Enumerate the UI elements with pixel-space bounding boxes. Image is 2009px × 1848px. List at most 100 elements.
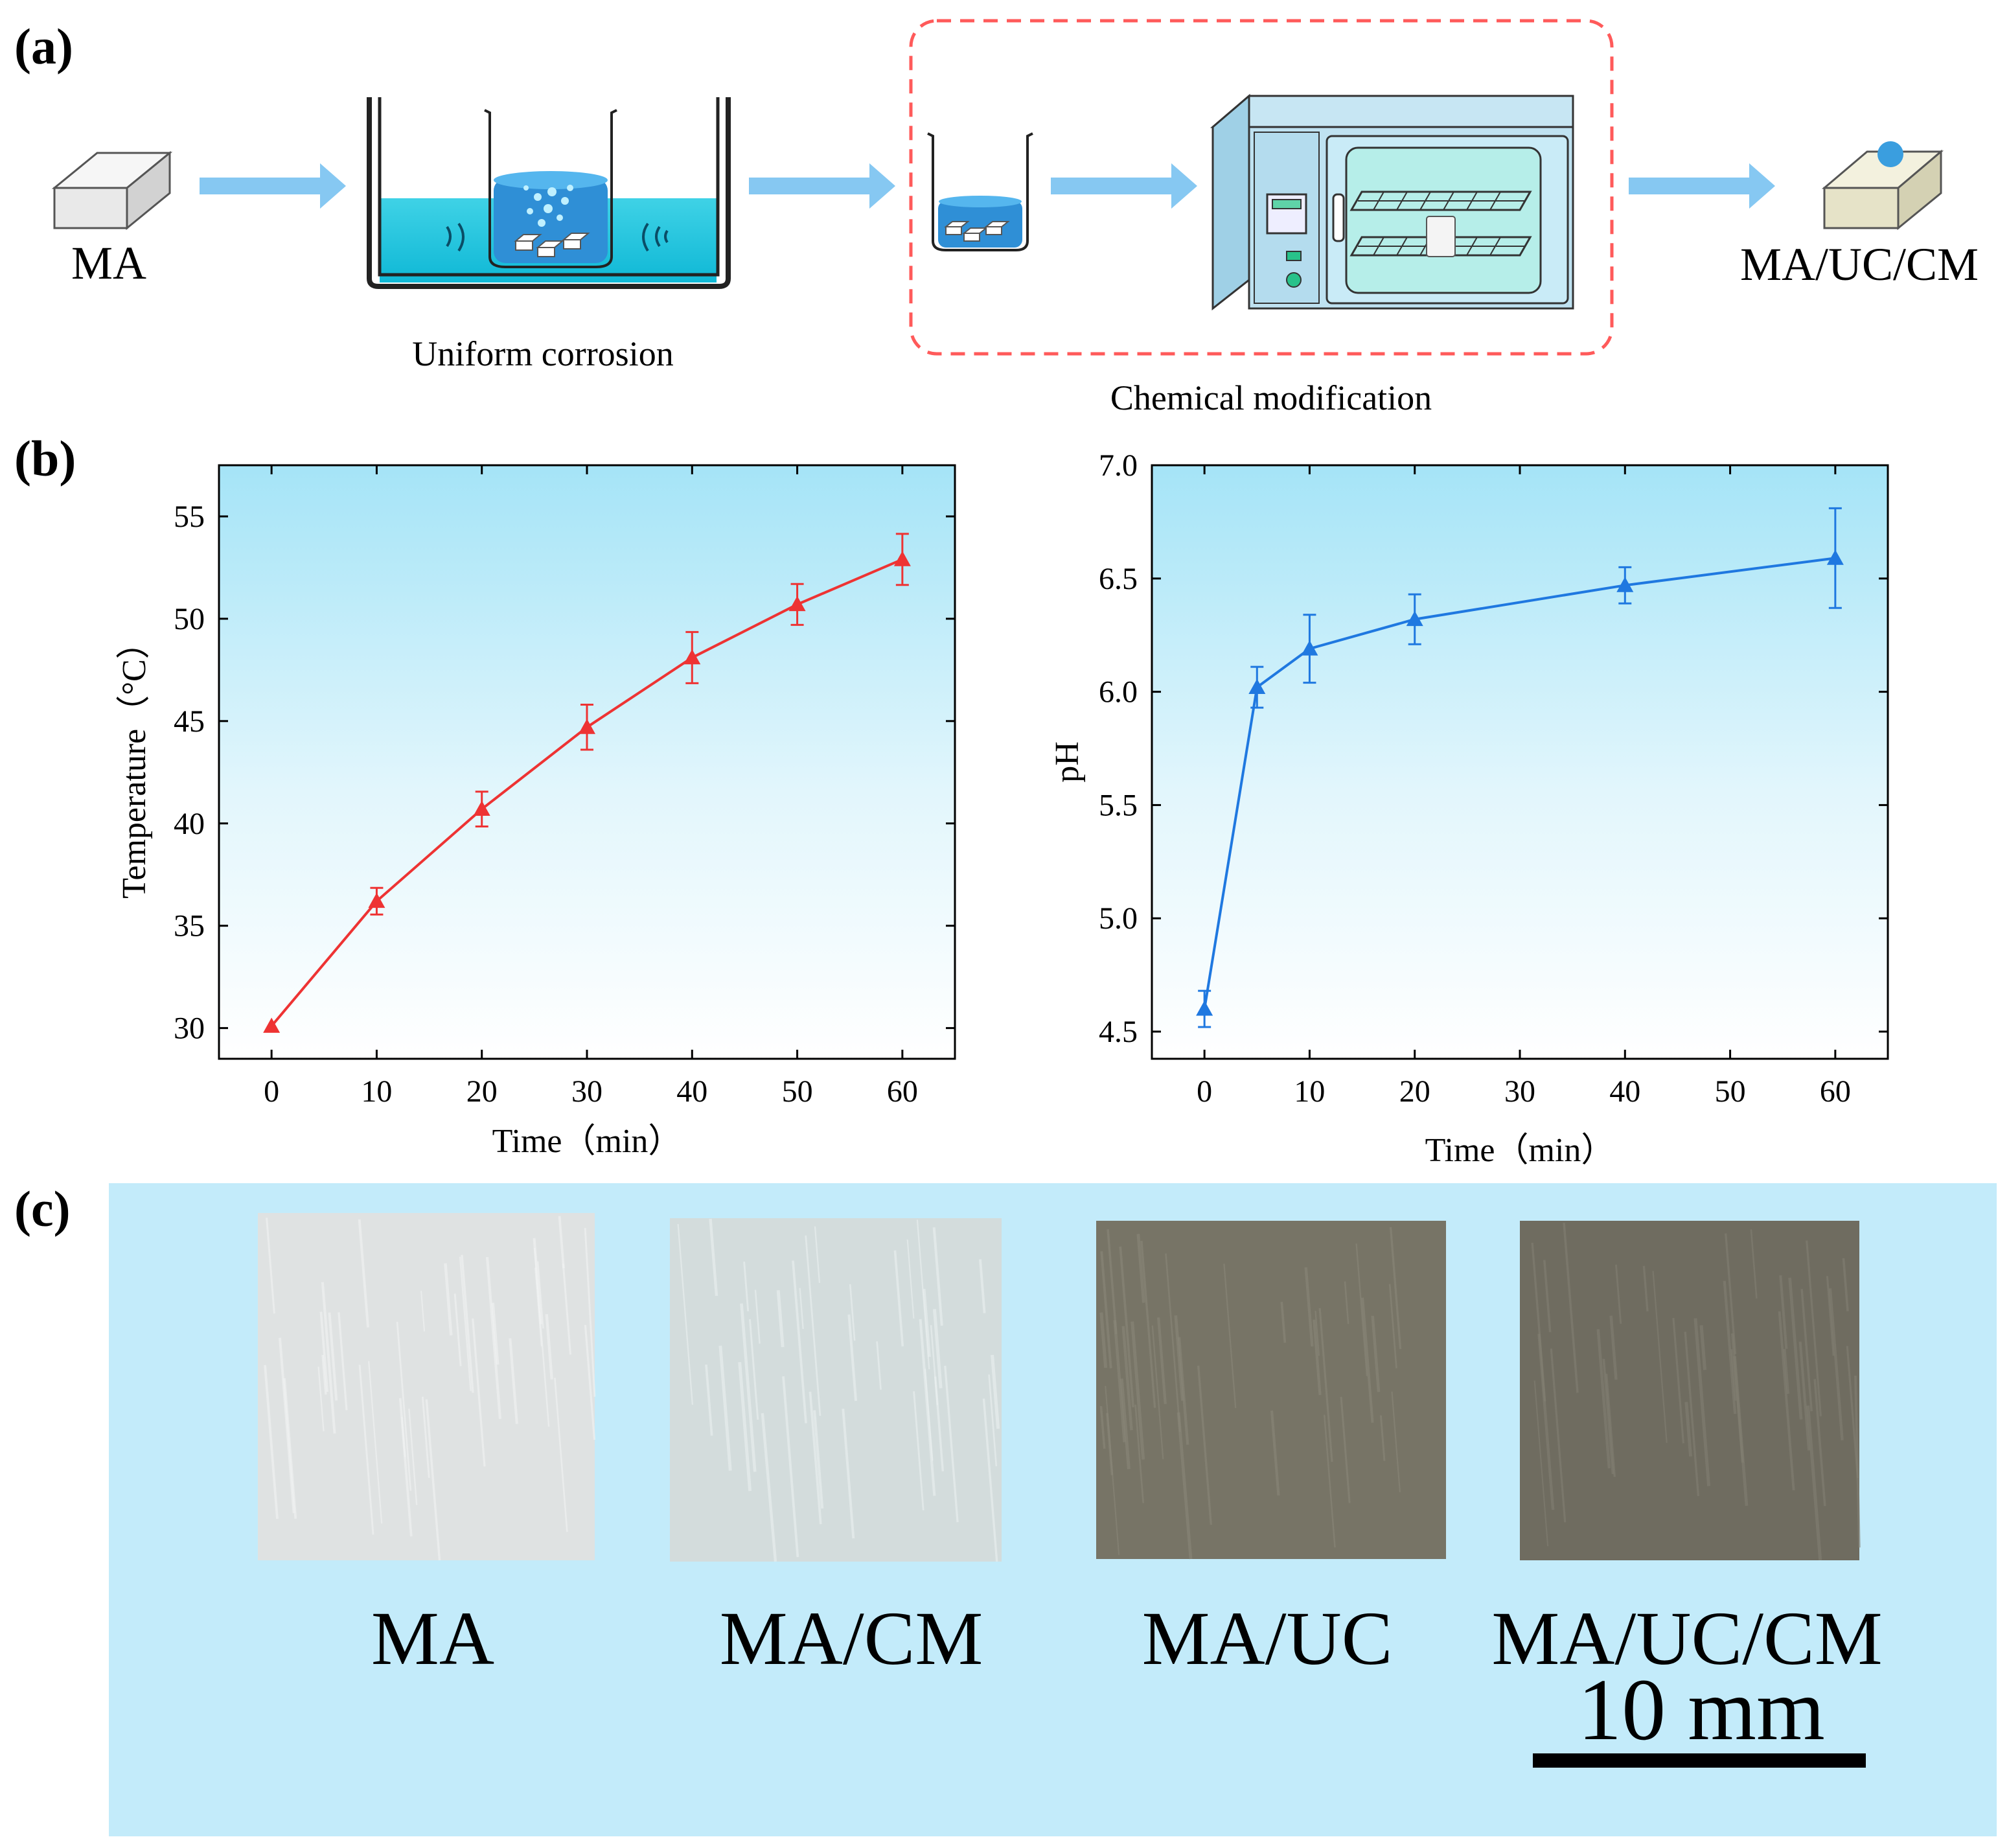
photo-texture (1806, 1240, 1822, 1416)
photo-texture (554, 1378, 568, 1532)
photo-texture (718, 1345, 732, 1471)
photo-texture (876, 1341, 882, 1390)
arrow-right-icon (749, 163, 895, 209)
arrow-right-icon (200, 163, 346, 209)
photo-texture (1177, 1337, 1189, 1445)
chemical-modification-box (909, 19, 1614, 356)
x-tick-label: 0 (1197, 1074, 1212, 1109)
plot-frame (1151, 464, 1889, 1060)
photo-texture (1223, 1264, 1237, 1409)
photo-texture (893, 1250, 904, 1346)
oven-icon (1210, 93, 1574, 311)
y-tick-label: 30 (174, 1011, 205, 1046)
end-label: MA/UC/CM (1740, 238, 1979, 290)
photo-texture (1391, 1391, 1401, 1493)
photo-texture (1652, 1271, 1668, 1443)
photo-texture (1846, 1346, 1859, 1479)
photo-texture (358, 1365, 374, 1535)
y-tick-label: 6.5 (1099, 562, 1138, 596)
x-tick-label: 40 (1609, 1074, 1640, 1109)
sample-label: MA/UC/CM (1491, 1596, 1882, 1681)
photo-texture (809, 1391, 822, 1525)
y-axis-label: pH (1049, 741, 1086, 783)
photo-texture (358, 1219, 369, 1328)
photo-texture (1318, 1308, 1333, 1462)
photo-texture (533, 1247, 550, 1427)
y-tick-label: 4.5 (1099, 1015, 1138, 1049)
photo-texture (317, 1367, 325, 1431)
x-axis-label: Time（min） (492, 1123, 682, 1160)
photo-texture (1842, 1258, 1849, 1311)
data-point-triangle (1826, 549, 1844, 565)
y-tick-label: 7.0 (1099, 448, 1138, 483)
photo-texture (1609, 1315, 1618, 1380)
photo-texture (368, 1361, 383, 1524)
photo-texture (1140, 1240, 1156, 1408)
photo-texture (1563, 1222, 1579, 1393)
photo-texture (705, 1364, 713, 1436)
series-line (1203, 557, 1836, 1010)
photo-texture (453, 1293, 462, 1367)
photo-texture (1605, 1373, 1616, 1477)
y-tick-label: 45 (174, 704, 205, 739)
photo-texture (279, 1337, 295, 1514)
photo-texture (799, 1288, 804, 1330)
ultrasonic-bath-icon (367, 97, 731, 289)
photo-texture (761, 1413, 777, 1562)
photo-texture (677, 1223, 694, 1405)
ph-chart: 0 10 20 30 40 50 60 4.5 5.0 5.5 6.0 6.5 7.0 Time（min）… (1049, 448, 1889, 1169)
photo-texture (932, 1309, 943, 1389)
temperature-chart: 0 10 20 30 40 50 60 30 35 40 45 50 55 Time（min） Temper… (116, 464, 956, 1160)
photo-texture (1197, 1365, 1212, 1525)
step2-caption: Chemical modification (1110, 378, 1432, 417)
photo-texture (982, 1398, 998, 1562)
photo-texture (1615, 1264, 1622, 1324)
photo-texture (1533, 1380, 1549, 1547)
ma-block-icon (51, 150, 173, 231)
photo-texture (988, 1374, 998, 1466)
photo-texture (913, 1391, 924, 1510)
scale-bar (1533, 1753, 1866, 1768)
y-tick-label: 6.0 (1099, 675, 1138, 710)
arrow-right-icon (1629, 163, 1775, 209)
photo-texture (1280, 1302, 1287, 1343)
photo-texture (1602, 1359, 1614, 1474)
photo-texture (1099, 1405, 1106, 1449)
photo-texture (919, 1319, 936, 1496)
photo-texture (1750, 1229, 1758, 1299)
photo-texture (1778, 1311, 1795, 1491)
droplet-icon (1877, 141, 1903, 167)
photo-texture (1684, 1402, 1692, 1457)
photo-texture (805, 1235, 821, 1416)
photo-texture (1165, 1253, 1181, 1432)
y-axis-label: Temperature（°C） (116, 625, 153, 898)
photo-texture (584, 1324, 596, 1440)
photo-texture (408, 1409, 418, 1505)
photo-texture (1177, 1412, 1193, 1560)
photo-texture (509, 1338, 518, 1424)
photo-texture (1389, 1227, 1402, 1350)
x-tick-label: 30 (1504, 1074, 1535, 1109)
photo-texture (396, 1321, 412, 1491)
coated-block-icon (1821, 149, 1944, 231)
photo-texture (1699, 1325, 1707, 1370)
photo-texture (562, 1263, 571, 1355)
photo-texture (1826, 1276, 1835, 1356)
y-tick-label: 35 (174, 909, 205, 943)
photo-texture (537, 1261, 544, 1329)
photo-texture (264, 1365, 279, 1519)
sample-photo (258, 1213, 595, 1560)
photo-texture (321, 1354, 327, 1395)
photo-texture (1531, 1242, 1546, 1402)
photo-texture (459, 1256, 472, 1391)
photo-texture (1355, 1243, 1368, 1376)
photo-texture (401, 1416, 406, 1457)
x-tick-label: 0 (264, 1074, 279, 1109)
photo-texture (740, 1303, 757, 1472)
photo-texture (1270, 1410, 1280, 1496)
step1-caption: Uniform corrosion (412, 334, 673, 373)
start-label: MA (71, 237, 146, 289)
x-tick-label: 30 (571, 1074, 603, 1109)
x-tick-label: 50 (782, 1074, 813, 1109)
